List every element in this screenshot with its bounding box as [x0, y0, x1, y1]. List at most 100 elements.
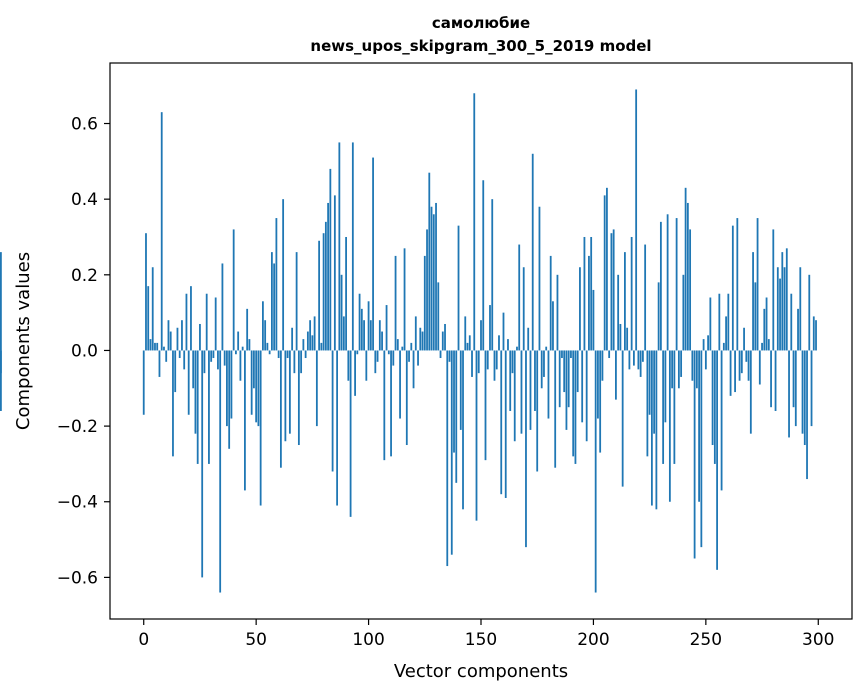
plot-frame	[109, 62, 853, 620]
bar	[606, 187, 608, 351]
bar	[668, 350, 671, 502]
bar	[408, 350, 410, 362]
bar	[686, 202, 689, 351]
bar	[599, 350, 602, 453]
bar	[722, 342, 725, 351]
bar	[680, 350, 683, 377]
bar	[765, 297, 768, 351]
bar	[185, 293, 188, 351]
bar	[356, 350, 359, 355]
bar	[455, 350, 458, 483]
bar	[698, 350, 700, 502]
bar	[603, 195, 606, 351]
bar	[385, 305, 388, 351]
bar	[633, 350, 635, 366]
bar	[313, 316, 316, 351]
bar	[167, 320, 170, 351]
bar	[142, 350, 145, 415]
bar	[169, 331, 172, 351]
bar	[154, 342, 156, 351]
bar	[592, 289, 595, 351]
bar	[156, 342, 159, 351]
bar	[448, 350, 451, 362]
bar	[396, 339, 399, 351]
bar	[392, 350, 395, 366]
bar	[626, 327, 629, 351]
bar	[196, 350, 199, 464]
bar	[354, 350, 356, 396]
bar	[275, 218, 278, 351]
bar	[358, 293, 361, 351]
bar	[181, 320, 183, 351]
bar	[502, 312, 505, 351]
bar	[495, 350, 498, 370]
bar	[518, 244, 521, 351]
bar	[360, 308, 363, 351]
bar	[736, 218, 739, 351]
bar	[277, 350, 280, 359]
bar	[205, 293, 208, 351]
bar	[689, 229, 692, 351]
bar	[725, 316, 727, 351]
bar	[743, 327, 745, 351]
bar	[567, 350, 570, 408]
bar	[585, 350, 588, 442]
bar	[547, 350, 550, 419]
bar	[230, 350, 233, 419]
bar	[713, 350, 716, 464]
bar	[563, 350, 566, 393]
bar	[262, 301, 264, 351]
bar	[540, 350, 543, 389]
y-tick-label: −0.6	[57, 568, 98, 588]
bar	[511, 350, 514, 374]
bar	[214, 297, 217, 351]
bar	[808, 274, 811, 351]
y-tick-label: −0.2	[57, 417, 98, 437]
bar	[806, 350, 808, 480]
bar	[754, 282, 757, 351]
bar	[473, 93, 476, 351]
bar	[520, 350, 523, 434]
x-tick-label: 200	[577, 630, 609, 650]
bar	[489, 305, 491, 351]
bar	[543, 350, 545, 377]
bar	[507, 339, 509, 351]
bar	[484, 350, 487, 461]
bar	[783, 267, 786, 351]
bar	[812, 316, 815, 351]
bar	[727, 293, 730, 351]
bar	[410, 342, 413, 351]
bar	[655, 350, 658, 510]
bar	[430, 206, 433, 351]
bar	[300, 350, 303, 374]
bar	[579, 267, 581, 351]
bar	[329, 168, 332, 351]
bar	[403, 248, 406, 351]
y-tick-label: 0.4	[71, 190, 98, 210]
bar	[237, 331, 240, 351]
bar	[588, 255, 590, 351]
bar	[174, 350, 177, 393]
bar	[250, 350, 253, 415]
bar	[412, 350, 415, 389]
bar	[457, 225, 460, 351]
bar	[597, 350, 599, 419]
bar	[610, 233, 613, 351]
bar	[554, 350, 557, 468]
bar	[428, 172, 431, 351]
bar	[718, 293, 721, 351]
bar	[576, 350, 579, 393]
bar	[401, 346, 404, 351]
bar	[486, 350, 489, 370]
bar	[468, 335, 471, 351]
bar	[628, 350, 631, 370]
bar	[293, 350, 296, 374]
bar	[781, 252, 784, 351]
bar	[255, 350, 258, 423]
bar	[641, 350, 644, 362]
bar	[183, 350, 186, 370]
bar	[419, 327, 422, 351]
bar	[740, 350, 743, 374]
bar	[639, 350, 642, 377]
bar	[709, 297, 712, 351]
